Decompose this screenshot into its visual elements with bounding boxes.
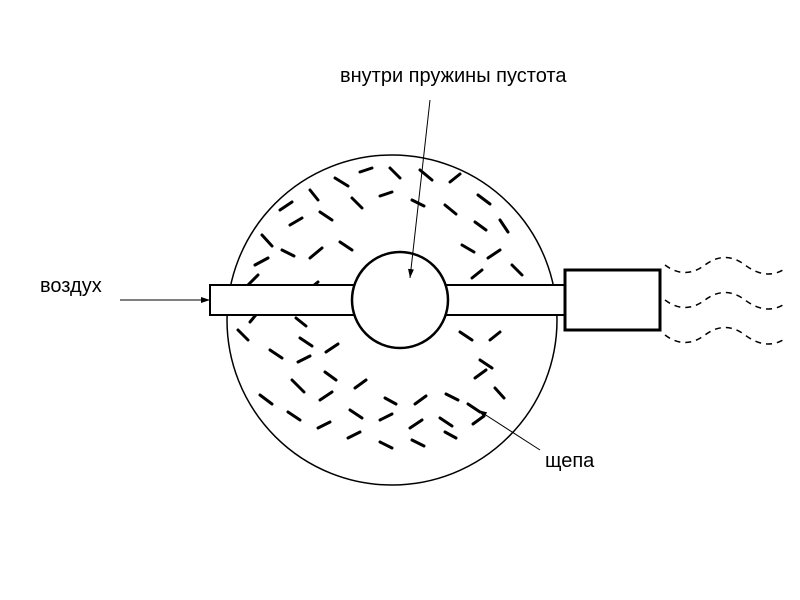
label-bottom-right: щепа [545, 450, 594, 473]
label-top: внутри пружины пустота [340, 65, 566, 88]
schematic-diagram [0, 0, 800, 600]
label-left: воздух [40, 275, 102, 298]
